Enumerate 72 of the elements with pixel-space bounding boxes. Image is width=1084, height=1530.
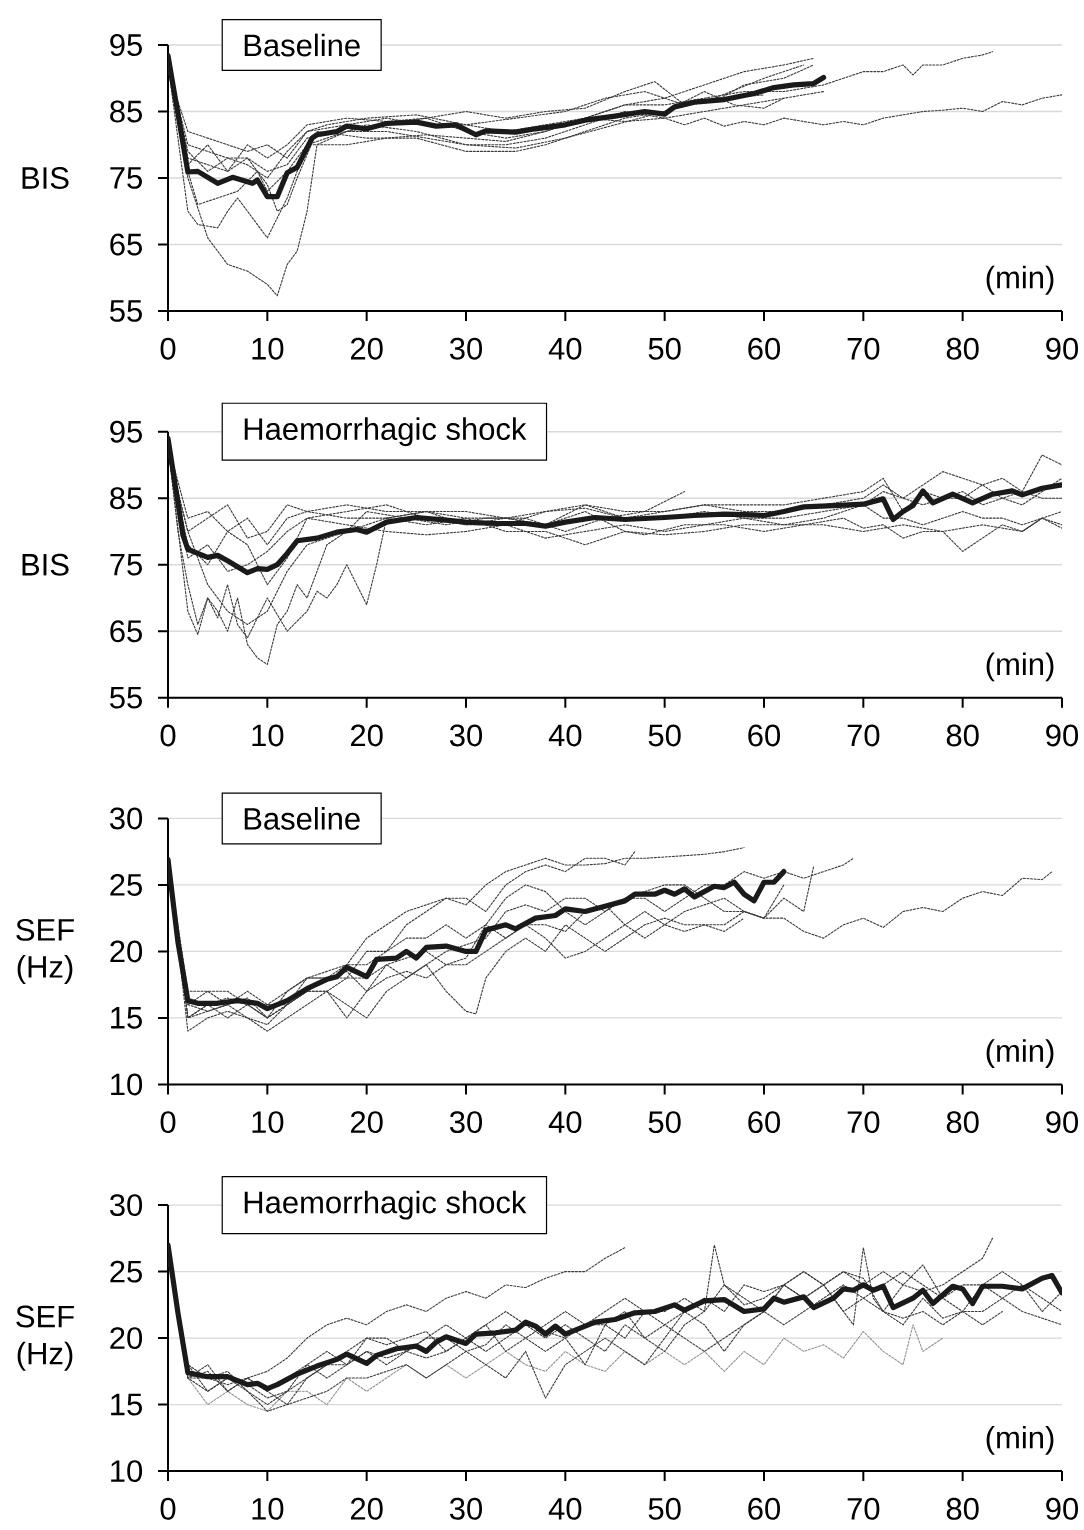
x-tick-label: 20	[350, 1497, 383, 1520]
y-tick-label: 25	[110, 873, 142, 896]
x-tick-label: 80	[946, 1111, 979, 1134]
x-axis-title: (min)	[986, 652, 1054, 682]
y-axis-title: SEF (Hz)	[16, 918, 74, 984]
x-tick-label: 10	[252, 724, 284, 747]
y-axis-title: BIS	[22, 553, 69, 576]
y-tick-label: 85	[110, 487, 142, 510]
x-tick-label: 10	[252, 1497, 284, 1520]
y-tick-label: 10	[111, 1073, 143, 1096]
x-tick-label: 70	[847, 1497, 880, 1520]
x-tick-label: 80	[946, 337, 979, 360]
x-tick-label: 0	[160, 1111, 176, 1134]
x-tick-label: 40	[548, 1497, 582, 1520]
y-tick-label: 55	[110, 300, 142, 322]
x-tick-label: 70	[847, 337, 880, 360]
x-tick-label: 70	[847, 1111, 880, 1134]
y-tick-label: 75	[110, 167, 142, 189]
x-tick-label: 20	[350, 724, 383, 747]
chart-title: Baseline	[244, 33, 360, 57]
x-tick-label: 30	[449, 724, 483, 747]
x-tick-label: 80	[946, 724, 979, 747]
y-tick-label: 15	[111, 1393, 142, 1416]
x-tick-label: 60	[748, 1497, 781, 1520]
y-tick-label: 30	[109, 1194, 143, 1217]
x-tick-label: 50	[648, 337, 681, 360]
x-tick-label: 0	[160, 337, 176, 360]
y-tick-label: 95	[110, 420, 142, 443]
y-tick-label: 85	[110, 100, 142, 123]
y-tick-label: 25	[110, 1260, 142, 1283]
x-tick-label: 20	[350, 337, 383, 360]
x-tick-label: 50	[648, 724, 681, 747]
x-tick-label: 40	[548, 724, 582, 747]
x-tick-label: 10	[252, 337, 284, 360]
chart-title: Baseline	[244, 807, 360, 830]
y-tick-label: 75	[110, 553, 142, 576]
x-tick-label: 50	[648, 1497, 681, 1520]
y-tick-label: 15	[111, 1007, 142, 1029]
chart-title: Haemorrhagic shock	[244, 417, 527, 447]
x-tick-label: 40	[548, 337, 582, 360]
x-tick-label: 70	[847, 724, 880, 747]
y-tick-label: 65	[110, 233, 142, 256]
x-tick-label: 30	[449, 1111, 483, 1134]
x-tick-label: 90	[1046, 1497, 1079, 1520]
y-tick-label: 55	[110, 686, 142, 709]
x-tick-label: 80	[946, 1497, 979, 1520]
x-tick-label: 90	[1046, 724, 1079, 747]
chart-title: Haemorrhagic shock	[244, 1190, 527, 1220]
x-tick-label: 20	[350, 1111, 383, 1134]
x-tick-label: 0	[160, 724, 176, 747]
x-tick-label: 60	[748, 724, 781, 747]
x-tick-label: 40	[548, 1111, 582, 1134]
y-tick-label: 30	[109, 807, 143, 830]
x-tick-label: 60	[748, 1111, 781, 1134]
x-tick-label: 90	[1046, 1111, 1079, 1134]
y-axis-title: BIS	[22, 167, 69, 189]
y-tick-label: 20	[110, 1327, 143, 1350]
y-tick-label: 65	[110, 620, 142, 643]
x-axis-title: (min)	[986, 1425, 1054, 1455]
x-tick-label: 90	[1046, 337, 1079, 360]
x-tick-label: 10	[252, 1111, 284, 1134]
y-tick-label: 95	[110, 34, 142, 56]
x-tick-label: 60	[748, 337, 781, 360]
x-tick-label: 30	[449, 1497, 483, 1520]
x-tick-label: 30	[449, 337, 483, 360]
y-tick-label: 20	[110, 940, 143, 963]
x-tick-label: 50	[648, 1111, 681, 1134]
x-axis-title: (min)	[986, 265, 1054, 295]
y-tick-label: 10	[111, 1460, 143, 1483]
x-tick-label: 0	[160, 1497, 176, 1520]
y-axis-title: SEF (Hz)	[16, 1305, 74, 1371]
x-axis-title: (min)	[986, 1039, 1054, 1069]
